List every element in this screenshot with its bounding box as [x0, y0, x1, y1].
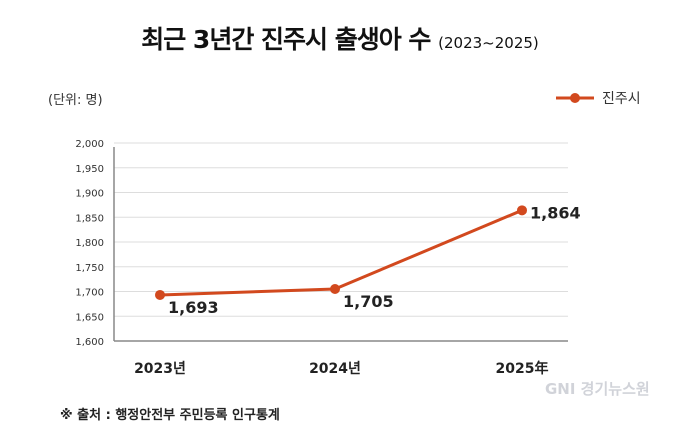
legend-label: 진주시: [602, 91, 641, 107]
chart-title: 최근 3년간 진주시 출생아 수 (2023~2025): [0, 20, 680, 56]
chart-subtitle: (2023~2025): [438, 34, 539, 52]
y-tick-label: 1,750: [75, 263, 104, 274]
x-tick-label: 2023년: [134, 361, 186, 377]
data-label: 1,693: [168, 298, 219, 317]
y-tick-label: 1,900: [75, 189, 104, 200]
watermark-logo: GNI 경기뉴스원: [545, 380, 650, 398]
y-tick-label: 1,800: [75, 238, 104, 249]
y-tick-label: 1,600: [75, 337, 104, 348]
title-text: 최근 3년간 진주시 출생아 수: [141, 25, 431, 54]
data-point: [155, 289, 165, 300]
data-label: 1,705: [343, 292, 394, 311]
data-point: [517, 205, 527, 216]
y-tick-label: 1,950: [75, 164, 104, 175]
data-label: 1,864: [530, 203, 581, 222]
source-note: ※ 출처 : 행정안전부 주민등록 인구통계: [60, 408, 280, 423]
y-tick-label: 2,000: [75, 139, 104, 150]
y-tick-label: 1,700: [75, 288, 104, 299]
series-line: [159, 208, 523, 297]
legend-line-icon: [556, 93, 594, 103]
unit-label: (단위: 명): [48, 93, 103, 108]
y-tick-label: 1,850: [75, 213, 104, 224]
y-tick-label: 1,650: [75, 312, 104, 323]
x-tick-label: 2024년: [309, 361, 361, 377]
legend: 진주시: [556, 88, 641, 108]
x-tick-label: 2025年: [496, 360, 549, 377]
data-point: [330, 284, 340, 295]
